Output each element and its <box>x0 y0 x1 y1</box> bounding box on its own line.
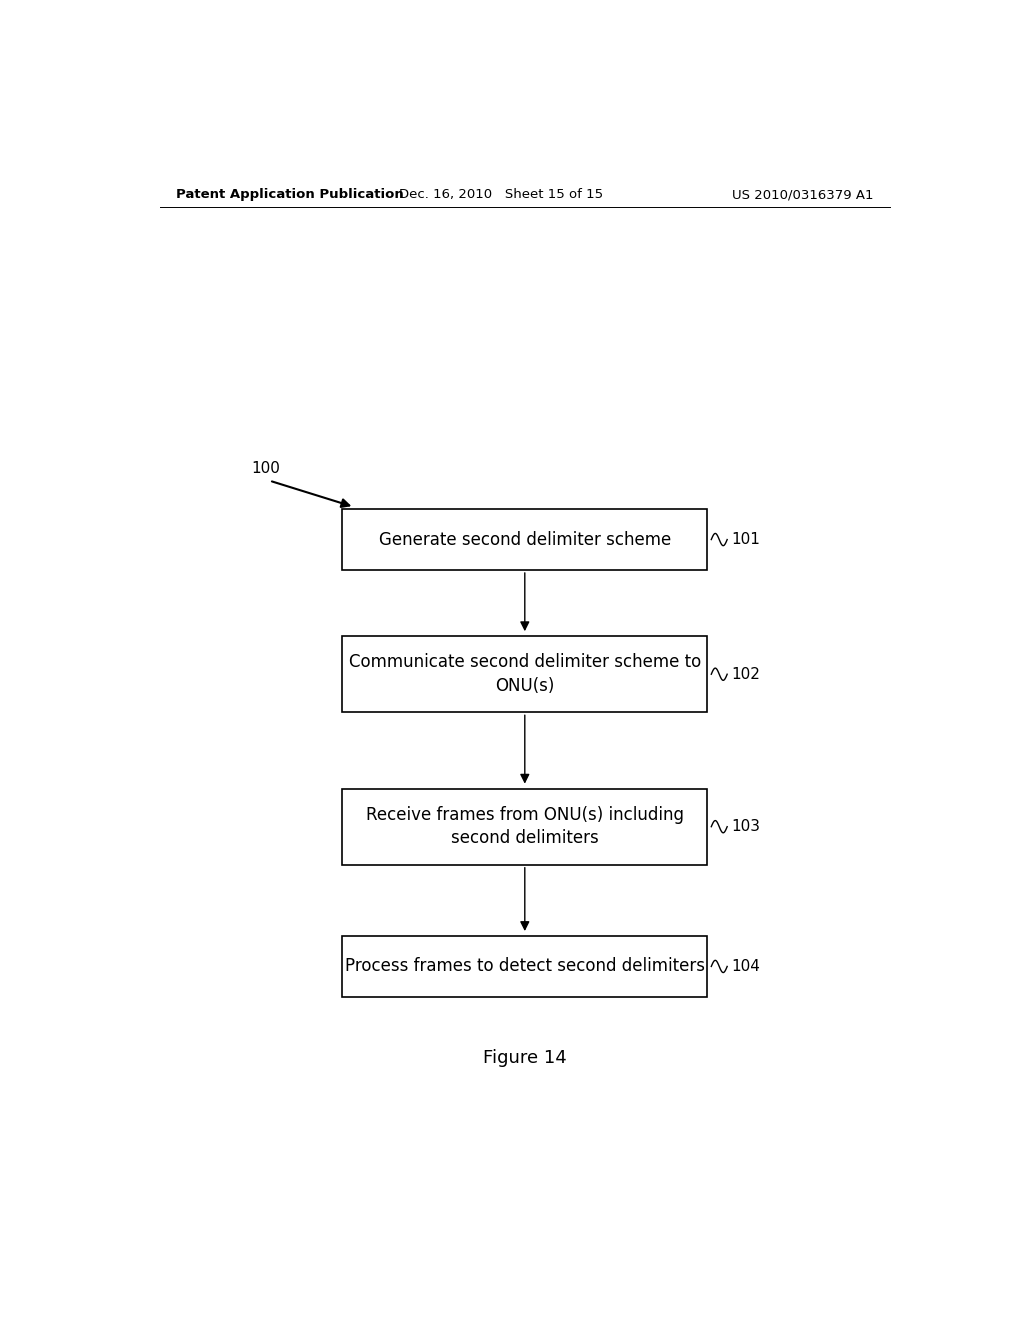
Text: US 2010/0316379 A1: US 2010/0316379 A1 <box>732 189 873 202</box>
Text: Receive frames from ONU(s) including
second delimiters: Receive frames from ONU(s) including sec… <box>366 807 684 847</box>
Text: Communicate second delimiter scheme to
ONU(s): Communicate second delimiter scheme to O… <box>349 653 700 696</box>
Text: 101: 101 <box>731 532 760 546</box>
FancyBboxPatch shape <box>342 936 708 997</box>
Text: Figure 14: Figure 14 <box>483 1049 566 1067</box>
Text: Generate second delimiter scheme: Generate second delimiter scheme <box>379 531 671 549</box>
Text: Patent Application Publication: Patent Application Publication <box>176 189 403 202</box>
Text: 103: 103 <box>731 820 760 834</box>
FancyBboxPatch shape <box>342 510 708 570</box>
Text: Dec. 16, 2010   Sheet 15 of 15: Dec. 16, 2010 Sheet 15 of 15 <box>399 189 603 202</box>
Text: Process frames to detect second delimiters: Process frames to detect second delimite… <box>345 957 705 975</box>
FancyBboxPatch shape <box>342 636 708 713</box>
Text: 102: 102 <box>731 667 760 681</box>
FancyBboxPatch shape <box>342 788 708 865</box>
Text: 100: 100 <box>251 461 280 477</box>
Text: 104: 104 <box>731 958 760 974</box>
